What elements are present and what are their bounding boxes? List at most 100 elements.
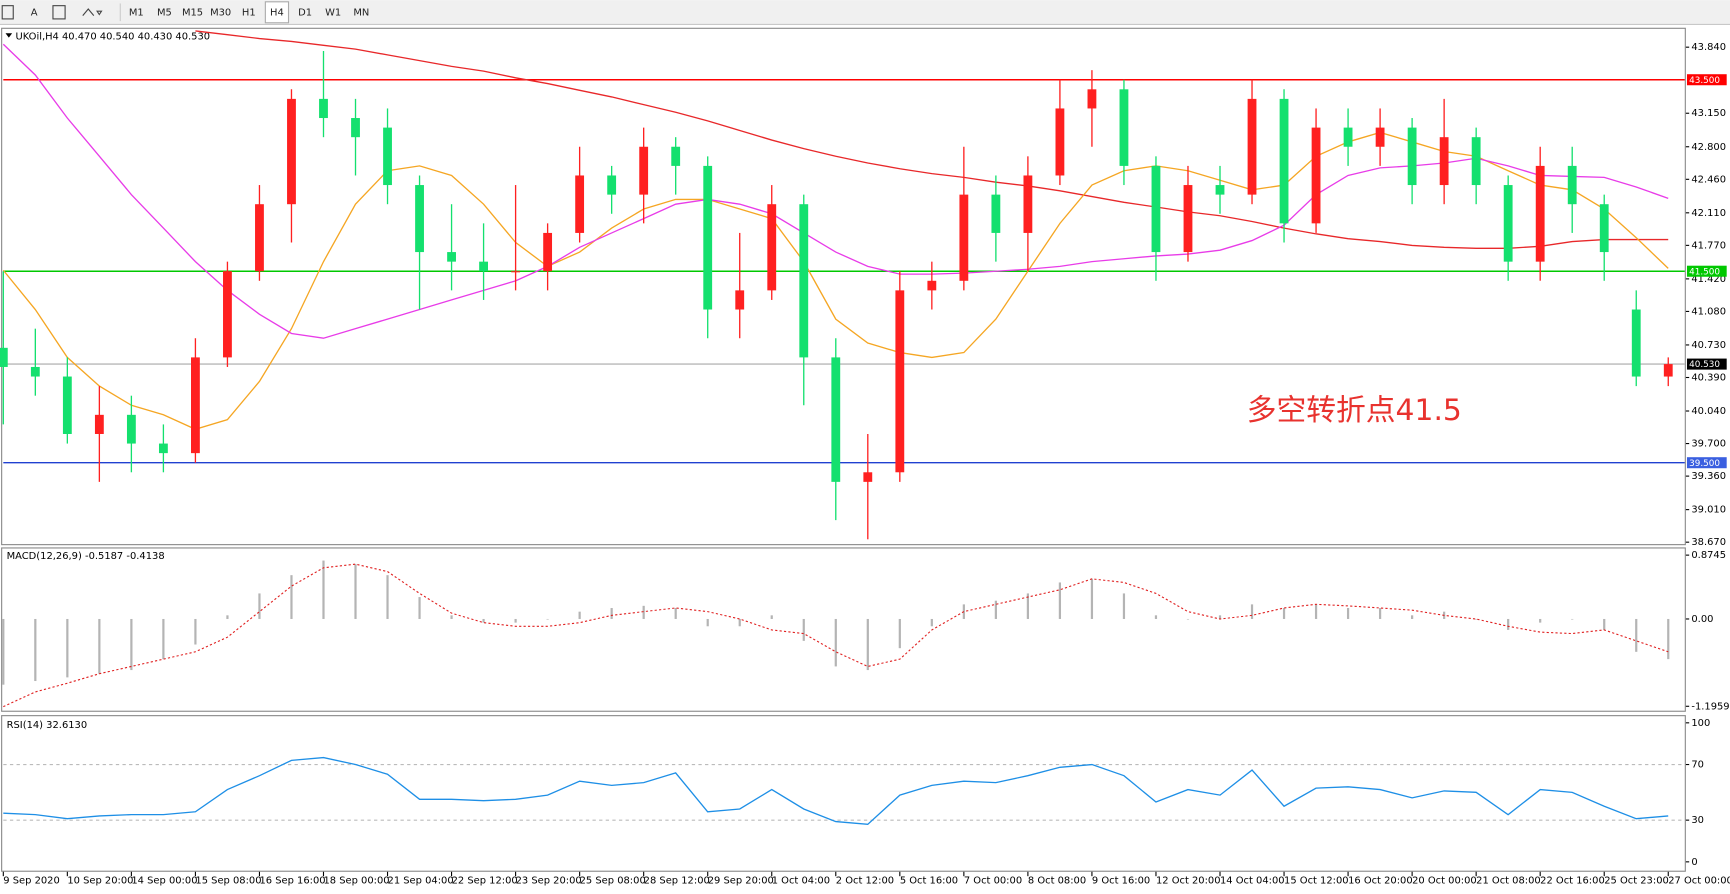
x-tick-label: 16 Oct 20:00 xyxy=(1348,876,1413,887)
x-tick-label: 14 Oct 04:00 xyxy=(1220,876,1285,887)
y-tick-label: 43.150 xyxy=(1691,108,1726,119)
x-tick-label: 8 Oct 08:00 xyxy=(1028,876,1086,887)
candle-body xyxy=(383,127,392,186)
x-tick-label: 22 Sep 12:00 xyxy=(452,876,518,887)
symbol-arrow xyxy=(5,33,13,38)
rsi-line xyxy=(3,756,1669,826)
candle-body xyxy=(1567,165,1577,205)
toolbar xyxy=(0,0,1730,25)
x-tick-label: 14 Sep 00:00 xyxy=(131,876,197,887)
y-tick-label: 0.00 xyxy=(1691,614,1713,625)
x-tick-label: 28 Sep 12:00 xyxy=(644,876,710,887)
x-tick-label: 21 Sep 04:00 xyxy=(388,876,454,887)
active-timeframe xyxy=(264,1,290,24)
candle-body xyxy=(223,271,232,358)
candle-body xyxy=(1087,89,1097,109)
macd-bar xyxy=(610,608,613,619)
candle-body xyxy=(927,280,937,291)
macd-bar xyxy=(258,593,261,619)
x-tick-label: 22 Oct 16:00 xyxy=(1540,876,1605,887)
macd-bar xyxy=(1603,618,1606,630)
x-tick-label: 9 Oct 16:00 xyxy=(1092,876,1150,887)
macd-bar xyxy=(1475,618,1478,620)
macd-bar xyxy=(578,611,581,619)
candle-body xyxy=(1439,137,1449,186)
candle-body xyxy=(447,252,456,262)
macd-bar xyxy=(1026,593,1029,619)
macd-bar xyxy=(930,618,933,627)
price-tag-label: 41.500 xyxy=(1689,267,1720,277)
price-tag xyxy=(1686,358,1727,370)
candle-body xyxy=(319,98,328,119)
macd-bar xyxy=(674,608,677,619)
candle-body xyxy=(1343,127,1353,147)
candle-body xyxy=(511,271,521,273)
candle-body xyxy=(1375,127,1385,147)
candle-body xyxy=(799,204,809,358)
x-tick-label: 29 Sep 20:00 xyxy=(708,876,774,887)
price-tag-label: 40.530 xyxy=(1689,360,1720,370)
macd-bar xyxy=(354,564,357,619)
timeframe-button[interactable]: D1 xyxy=(298,7,312,18)
candle-body xyxy=(895,290,905,473)
price-tag-label: 39.500 xyxy=(1689,459,1720,469)
timeframe-button[interactable]: W1 xyxy=(325,7,341,18)
macd-bar xyxy=(642,605,645,619)
x-tick-label: 16 Sep 16:00 xyxy=(259,876,325,887)
x-tick-label: 10 Sep 20:00 xyxy=(67,876,133,887)
macd-bar xyxy=(1571,618,1574,620)
moving-average xyxy=(195,30,1669,249)
candle-body xyxy=(1407,127,1417,186)
timeframe-button[interactable]: H4 xyxy=(270,7,284,18)
candle-body xyxy=(1311,127,1321,224)
y-tick-label: 39.360 xyxy=(1691,471,1726,482)
y-tick-label: 39.010 xyxy=(1691,505,1726,516)
macd-title: MACD(12,26,9) -0.5187 -0.4138 xyxy=(7,551,165,562)
macd-bar xyxy=(770,615,773,619)
icon-text-box[interactable] xyxy=(52,5,66,20)
macd-bar xyxy=(290,575,293,619)
timeframe-button[interactable]: M1 xyxy=(129,7,144,18)
y-tick-label: 40.730 xyxy=(1691,340,1726,351)
icon-objects[interactable] xyxy=(82,8,103,16)
candle-body xyxy=(831,357,841,482)
rsi-title: RSI(14) 32.6130 xyxy=(7,720,88,731)
macd-bar xyxy=(194,618,197,645)
x-tick-label: 5 Oct 16:00 xyxy=(900,876,958,887)
candle-body xyxy=(126,414,136,444)
macd-bar xyxy=(706,618,709,627)
macd-bar xyxy=(1090,578,1094,619)
candle-body xyxy=(1055,108,1065,176)
y-tick-label: 41.420 xyxy=(1691,274,1726,285)
timeframe-button[interactable]: H1 xyxy=(242,7,256,18)
timeframe-button[interactable]: MN xyxy=(353,7,369,18)
candle-body xyxy=(1279,98,1289,224)
candle-body xyxy=(94,414,104,434)
timeframe-button[interactable]: M30 xyxy=(210,7,231,18)
candle-body xyxy=(671,146,681,166)
y-tick-label: 42.800 xyxy=(1691,142,1726,153)
candle-body xyxy=(191,357,200,454)
candle-body xyxy=(351,118,360,138)
moving-average xyxy=(2,43,1669,339)
timeframe-button[interactable]: M5 xyxy=(157,7,172,18)
chart-title: UKOil,H4 40.470 40.540 40.430 40.530 xyxy=(15,32,210,43)
y-tick-label: 40.040 xyxy=(1691,406,1726,417)
timeframe-button[interactable]: M15 xyxy=(182,7,203,18)
y-tick-label: 100 xyxy=(1691,718,1710,729)
candle-body xyxy=(1471,137,1481,186)
x-tick-label: 15 Sep 08:00 xyxy=(195,876,261,887)
macd-bar xyxy=(802,618,805,641)
macd-signal xyxy=(3,563,1669,708)
macd-panel xyxy=(1,547,1686,712)
tool-label[interactable]: A xyxy=(31,7,38,18)
macd-bar xyxy=(866,618,869,671)
macd-bar xyxy=(898,618,901,649)
candle-body xyxy=(287,98,296,205)
candle-body xyxy=(30,366,40,377)
macd-bar xyxy=(66,618,69,678)
macd-bar xyxy=(450,615,453,619)
macd-bar xyxy=(226,615,229,619)
